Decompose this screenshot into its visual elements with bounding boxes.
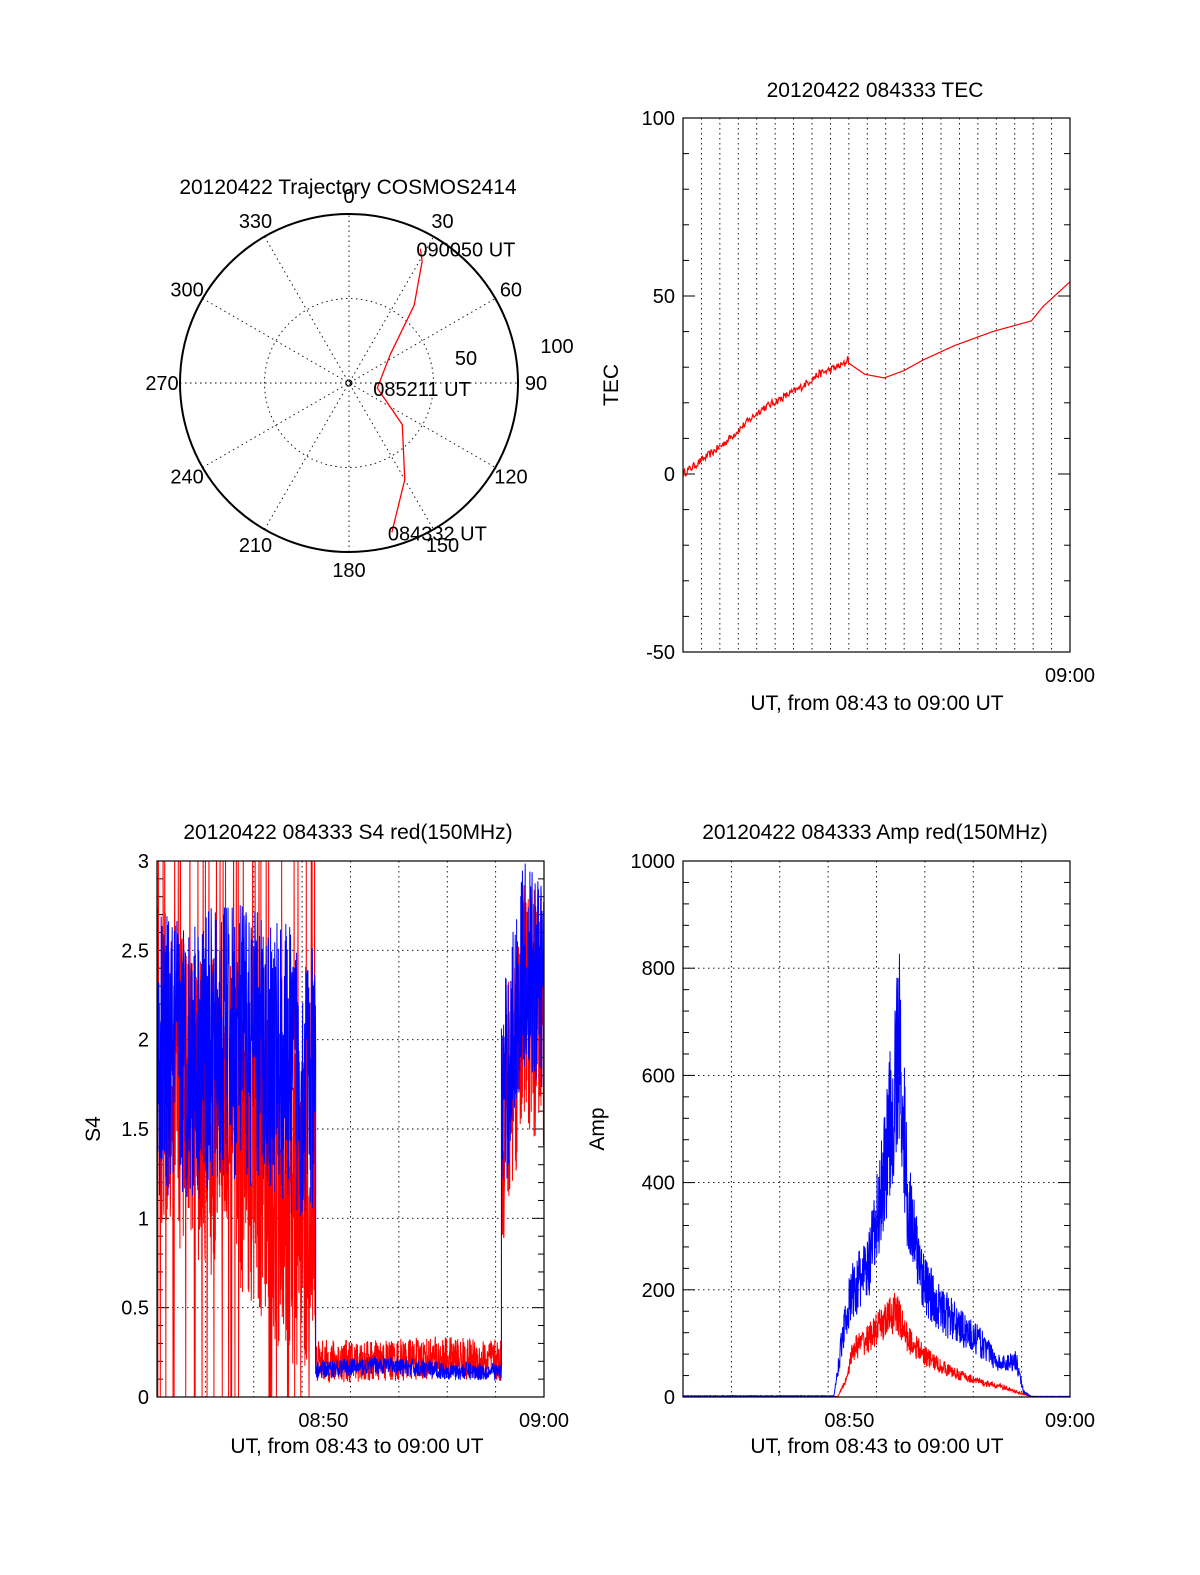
polar-radius-label: 100 [540, 336, 573, 358]
polar-angle-label: 150 [426, 535, 459, 557]
tec-ytick-label: 100 [642, 108, 675, 130]
polar-angle-label: 330 [239, 211, 272, 233]
trajectory-line [376, 248, 423, 533]
tec-ytick-label: -50 [646, 642, 675, 664]
s4-ytick-label: 1 [138, 1208, 149, 1230]
polar-grid [179, 213, 519, 553]
amp-plot-frame [682, 860, 1071, 1398]
trajectory-title: 20120422 Trajectory COSMOS2414 [179, 176, 517, 199]
polar-angle-label: 60 [500, 280, 522, 302]
amp-xtick-label: 09:00 [1045, 1410, 1095, 1432]
tec-line [682, 281, 1071, 478]
s4-blue-line [157, 863, 544, 1381]
amp-x-axis-label: UT, from 08:43 to 09:00 UT [750, 1435, 1003, 1458]
amp-chart: 20120422 084333 Amp red(150MHz) UT, from… [586, 821, 1095, 1458]
polar-spoke [264, 236, 434, 530]
amp-ytick-label: 400 [642, 1173, 675, 1195]
s4-x-axis-label: UT, from 08:43 to 09:00 UT [230, 1435, 483, 1458]
tec-xtick-label: 09:00 [1045, 665, 1095, 687]
amp-title: 20120422 084333 Amp red(150MHz) [702, 821, 1048, 844]
amp-ytick-label: 0 [664, 1387, 675, 1409]
s4-title: 20120422 084333 S4 red(150MHz) [183, 821, 512, 844]
tec-grid [700, 118, 1053, 652]
tec-series [682, 281, 1071, 478]
polar-angle-label: 90 [525, 373, 547, 395]
polar-angle-label: 0 [343, 186, 354, 208]
amp-xtick-label: 08:50 [824, 1410, 874, 1432]
s4-chart: 20120422 084333 S4 red(150MHz) UT, from … [82, 821, 569, 1458]
amp-ticks: 0 200 400 600 800 1000 08:50 09:00 [631, 851, 1096, 1432]
tec-y-axis-label: TEC [600, 364, 623, 406]
polar-angle-label: 120 [494, 467, 527, 489]
s4-xtick-label: 08:50 [298, 1410, 348, 1432]
amp-grid [683, 861, 1070, 1397]
amp-blue-line [683, 953, 1070, 1397]
s4-ytick-label: 0 [138, 1387, 149, 1409]
amp-ytick-label: 600 [642, 1065, 675, 1087]
s4-ytick-label: 2 [138, 1030, 149, 1052]
trajectory-time-label: 090050 UT [416, 240, 515, 262]
polar-angle-label: 180 [332, 560, 365, 582]
s4-xtick-label: 09:00 [519, 1410, 569, 1432]
amp-ytick-label: 200 [642, 1280, 675, 1302]
amp-y-axis-label: Amp [586, 1107, 609, 1150]
trajectory-polar-chart: 20120422 Trajectory COSMOS2414 0 30 60 90 12… [145, 176, 573, 582]
trajectory-annotations: 090050 UT 085211 UT 084332 UT [373, 240, 515, 546]
s4-series [157, 861, 544, 1397]
trajectory-time-label: 085211 UT [373, 379, 470, 401]
polar-spoke [202, 298, 496, 468]
polar-spoke [202, 298, 496, 468]
polar-inner-circle [264, 298, 434, 468]
amp-ytick-label: 1000 [631, 851, 676, 873]
polar-angle-label: 300 [170, 280, 203, 302]
polar-angle-label: 270 [145, 373, 178, 395]
tec-ytick-label: 50 [653, 286, 675, 308]
tec-x-axis-label: UT, from 08:43 to 09:00 UT [750, 692, 1003, 715]
trajectory-series [376, 248, 423, 533]
polar-radius-label: 50 [455, 348, 477, 370]
s4-plot-frame [156, 860, 545, 1398]
s4-y-axis-label: S4 [82, 1116, 105, 1142]
s4-ytick-label: 2.5 [121, 940, 149, 962]
polar-angle-label: 30 [431, 211, 453, 233]
s4-ytick-label: 1.5 [121, 1119, 149, 1141]
s4-ytick-label: 0.5 [121, 1298, 149, 1320]
tec-chart: 20120422 084333 TEC UT, from 08:43 to 09… [600, 79, 1095, 715]
polar-spoke [264, 236, 434, 530]
s4-ytick-label: 3 [138, 851, 149, 873]
amp-ytick-label: 800 [642, 958, 675, 980]
amp-series [683, 953, 1070, 1397]
tec-ticks: -50 0 50 100 09:00 [642, 108, 1095, 687]
polar-angle-label: 210 [239, 535, 272, 557]
polar-angle-label: 240 [170, 467, 203, 489]
s4-red-line [157, 861, 544, 1397]
tec-title: 20120422 084333 TEC [767, 79, 984, 102]
polar-labels: 0 30 60 90 120 150 180 210 240 270 300 330 50 100 [145, 186, 573, 582]
tec-plot-frame [682, 117, 1071, 653]
tec-ytick-label: 0 [664, 464, 675, 486]
trajectory-time-label: 084332 UT [388, 523, 487, 545]
